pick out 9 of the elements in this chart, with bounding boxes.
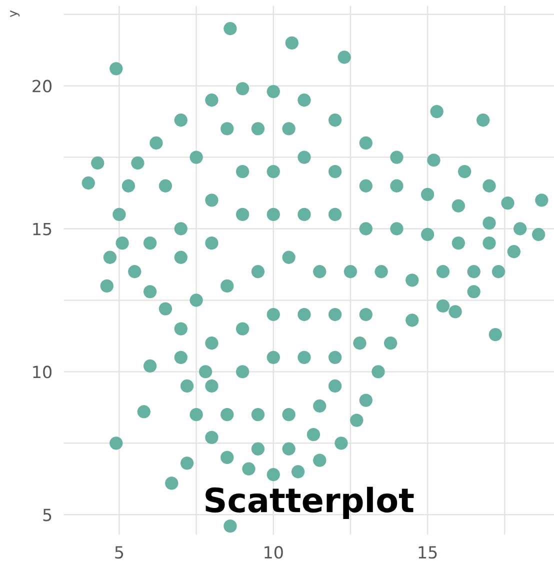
x-tick-label: 5 [115, 546, 124, 559]
y-tick-label: 20 [32, 80, 52, 92]
x-tick-label: 15 [418, 546, 437, 559]
text: Scatterplot [206, 486, 414, 520]
y-tick-label: 10 [33, 366, 52, 378]
x-tick-label: 10 [264, 546, 283, 559]
y-tick-label: 5 [43, 508, 52, 522]
y-axis-title: y [10, 10, 20, 18]
y-tick-label: 15 [33, 222, 52, 236]
